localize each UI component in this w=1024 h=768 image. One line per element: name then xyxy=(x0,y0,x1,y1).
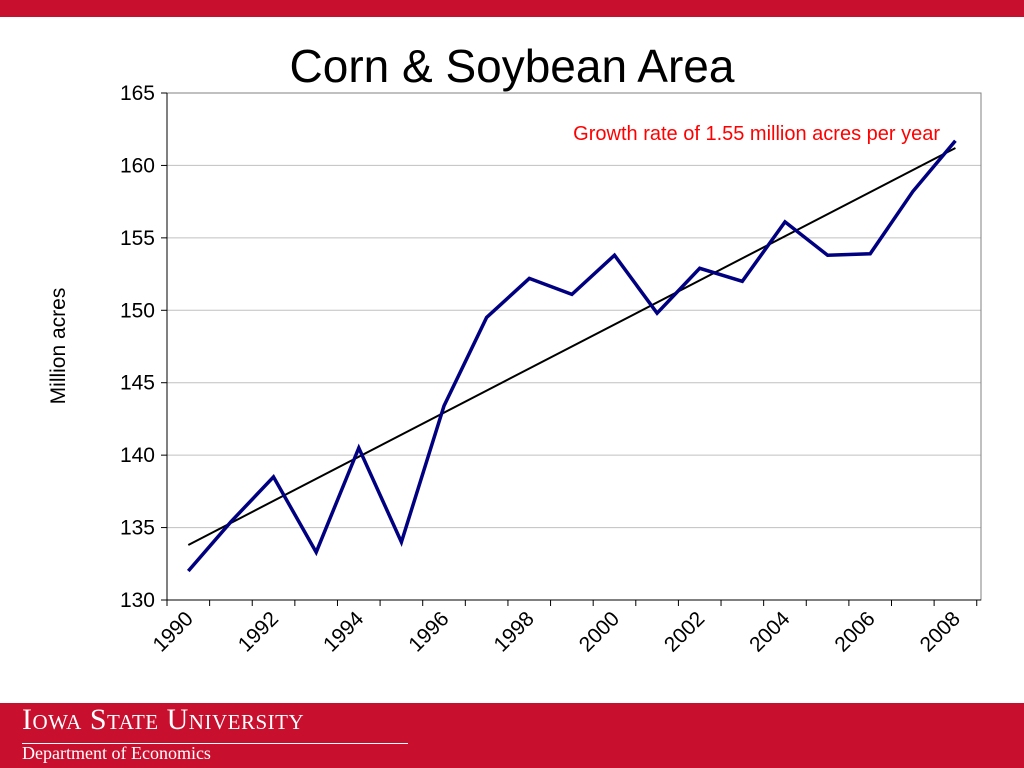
x-tick-label-1990: 1990 xyxy=(149,607,198,656)
top-brand-bar xyxy=(0,0,1024,17)
trendline xyxy=(187,147,956,546)
y-tick-label-140: 140 xyxy=(120,444,155,467)
x-tick-label-2008: 2008 xyxy=(916,607,965,656)
line-chart: 130 135 140 145 150 155 160 165 1990 1992 1994 1996… xyxy=(47,82,982,657)
growth-rate-annotation: Growth rate of 1.55 million acres per ye… xyxy=(573,123,940,145)
y-tick-label-145: 145 xyxy=(120,372,155,395)
university-logo: Iowa State University xyxy=(22,703,305,736)
y-axis-label: Million acres xyxy=(47,288,70,405)
series-layer xyxy=(186,139,957,573)
x-tick-label-2004: 2004 xyxy=(745,607,795,657)
x-tick-label-1998: 1998 xyxy=(489,607,538,656)
footer-divider xyxy=(22,743,408,744)
x-tick-label-2002: 2002 xyxy=(660,607,709,656)
footer-bar: Iowa State University Department of Econ… xyxy=(0,703,1024,768)
y-tick-label-130: 130 xyxy=(120,589,155,612)
x-tick-label-1994: 1994 xyxy=(319,607,369,657)
y-tick-label-135: 135 xyxy=(120,517,155,540)
y-tick-label-165: 165 xyxy=(120,82,155,105)
y-tick-label-150: 150 xyxy=(120,299,155,322)
y-tick-label-160: 160 xyxy=(120,154,155,177)
grid-lines xyxy=(167,164,981,529)
x-tick-label-2006: 2006 xyxy=(830,607,879,656)
x-tick-label-1992: 1992 xyxy=(234,607,283,656)
slide-title: Corn & Soybean Area xyxy=(289,40,735,92)
series-line-corn-soybean-area xyxy=(186,139,957,573)
x-tick-label-1996: 1996 xyxy=(404,607,453,656)
trendline-layer xyxy=(187,147,956,546)
department-name: Department of Economics xyxy=(22,743,211,763)
x-tick-label-2000: 2000 xyxy=(575,607,624,656)
axes: 130 135 140 145 150 155 160 165 1990 1992 1994 1996… xyxy=(120,82,981,657)
y-tick-label-155: 155 xyxy=(120,227,155,250)
